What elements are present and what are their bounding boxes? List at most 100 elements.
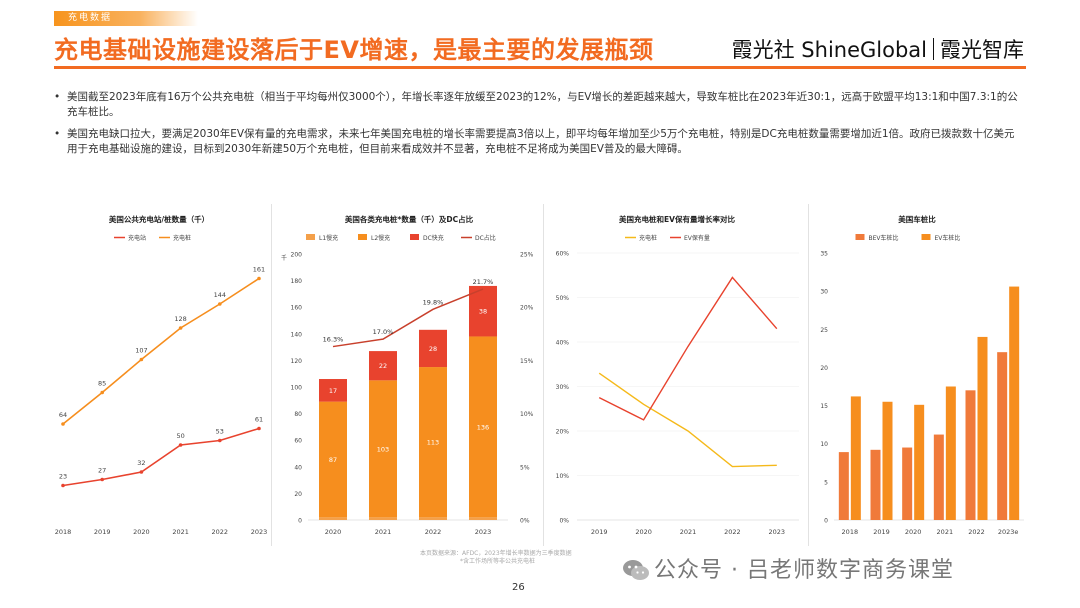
legend-swatch [358,234,367,240]
data-label: 61 [255,416,263,424]
chart-divider [543,204,544,546]
data-point [61,422,65,426]
chart-divider [271,204,272,546]
y-tick-label: 180 [291,278,303,285]
source-text: 本页数据来源：AFDC，2023年增长率数据为三季度数据 [420,550,572,557]
bar-segment [319,401,347,518]
x-tick-label: 2021 [680,528,697,536]
data-point [218,438,222,443]
x-tick-label: 2020 [325,528,342,536]
data-point [178,326,183,330]
y-tick-label: 40 [294,464,302,471]
series-line [62,277,260,425]
page-number: 26 [512,582,525,593]
legend-label: EV车桩比 [935,234,961,242]
dc-share-label: 17.0% [373,328,394,336]
brand-logo: 霞光社 ShineGlobal 霞光智库 [732,34,1024,64]
data-point [178,443,183,447]
y-tick-label: 30 [820,289,828,296]
y-tick-label: 30% [556,384,570,391]
bar-value-label: 22 [379,362,387,370]
wechat-icon [623,560,649,580]
y2-tick-label: 10% [520,411,534,418]
y-tick-label: 50% [556,295,570,302]
bar-bev [838,452,849,520]
y-tick-label: 60 [294,438,302,445]
bar-bev [870,449,881,520]
bar-ev [850,396,861,520]
x-tick-label: 2020 [133,528,150,536]
legend-swatch [410,234,419,240]
y-tick-label: 60% [556,251,570,258]
legend-swatch [921,234,931,240]
bar-bev [902,447,913,520]
y-tick-label: 25 [820,327,828,334]
bar-bev [965,390,976,520]
legend-label: 充电桩 [173,234,191,242]
x-tick-label: 2022 [425,528,442,536]
chart-title: 美国各类充电桩*数量（千）及DC占比 [345,214,474,224]
x-tick-label: 2023 [251,528,268,536]
y-tick-label: 35 [820,251,828,258]
chart-title: 美国车桩比 [898,214,936,224]
y2-tick-label: 15% [520,358,534,365]
x-tick-label: 2021 [937,528,954,536]
series-line [62,427,260,487]
bar-segment [319,517,347,520]
data-label: 144 [214,291,226,299]
bar-value-label: 17 [329,387,337,395]
dc-share-line [332,288,484,348]
watermark: 公众号 · 吕老师数字商务课堂 [622,552,954,584]
legend-label: DC快充 [423,234,444,242]
bar-value-label: 38 [479,308,487,316]
x-tick-label: 2019 [591,528,608,536]
x-tick-label: 2022 [724,528,741,536]
bar-ev [882,401,893,520]
bar-ev [914,404,925,520]
y-tick-label: 0% [559,518,569,525]
chart-pile-types-dc-share: 美国各类充电桩*数量（千）及DC占比 L1慢充 L2慢充 DC快充 DC占比 0 20 40 6… [281,214,534,536]
data-label: 107 [135,347,147,355]
y-tick-label: 20% [556,429,570,436]
x-tick-label: 2021 [375,528,392,536]
chart-stations-piles: 美国公共充电站/桩数量（千） 充电站 充电桩 2018 2019 2020 2021 2022… [55,214,268,536]
data-point [100,390,104,395]
y-tick-label: 160 [291,305,303,312]
legend-label: EV保有量 [684,234,710,242]
x-tick-label: 2019 [94,528,111,536]
data-label: 50 [176,432,184,440]
legend-label: DC占比 [475,234,496,242]
bullet-list: 美国截至2023年底有16万个公共充电桩（相当于平均每州仅3000个），年增长率… [54,90,1024,164]
bar-segment [369,517,397,520]
x-tick-label: 2018 [55,528,72,536]
legend-label: 充电站 [128,234,146,242]
section-tag: 充电数据 [54,11,198,26]
page-title: 充电基础设施建设落后于EV增速，是最主要的发展瓶颈 [54,36,654,64]
data-label: 32 [137,459,145,467]
bar-segment [369,380,397,518]
bar-segment [319,379,347,402]
title-rule [54,66,1026,69]
bar-segment [419,367,447,518]
data-label: 161 [253,266,265,274]
bar-segment [469,285,497,337]
x-tick-label: 2023 [475,528,492,536]
bar-ev [1009,286,1020,520]
y-tick-label: 0 [298,518,302,525]
bar-bev [933,434,944,520]
series-line [598,372,777,468]
bar-value-label: 28 [429,345,437,353]
y-tick-label: 5 [824,479,828,486]
data-label: 64 [59,411,67,419]
data-label: 27 [98,467,106,475]
bar-segment [369,351,397,381]
series-line [598,276,778,421]
y-axis-label: 千 [281,254,287,262]
x-tick-label: 2022 [212,528,229,536]
bar-segment [419,329,447,368]
data-label: 23 [59,473,67,481]
y2-tick-label: 5% [520,464,530,471]
x-tick-label: 2018 [842,528,859,536]
y-tick-label: 80 [294,411,302,418]
